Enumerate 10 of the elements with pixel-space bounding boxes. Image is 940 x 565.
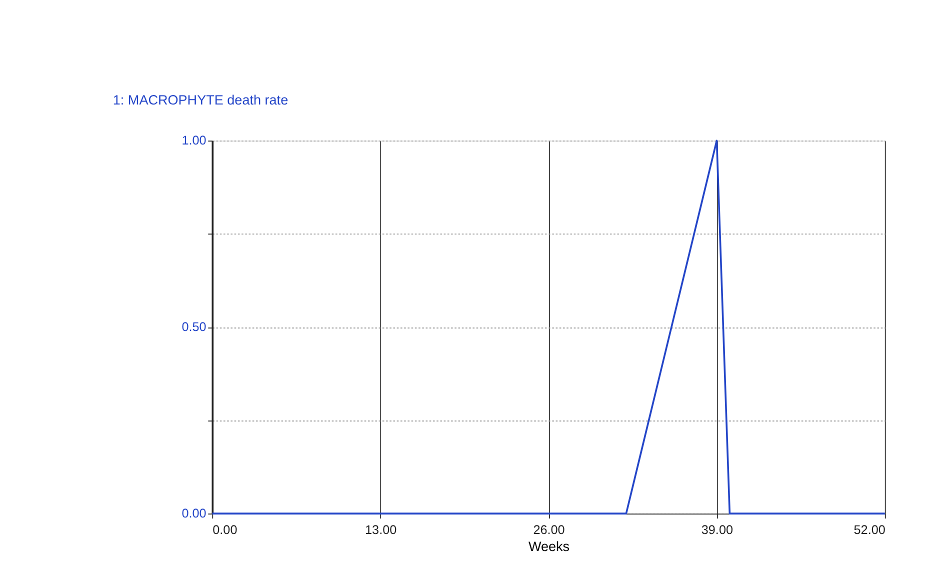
x-tick-label: 39.00 <box>701 522 733 537</box>
text: 1: MACROPHYTE death rate <box>112 92 288 108</box>
y-tick-label: 0.00 <box>182 506 206 521</box>
y-tick-label: 0.50 <box>182 320 206 334</box>
x-tick-label: 26.00 <box>533 522 565 537</box>
x-tick-label: 0.00 <box>212 522 238 537</box>
x-tick-label: 52.00 <box>854 522 886 537</box>
x-axis-title: Weeks <box>528 539 570 554</box>
y-tick-label: 1.00 <box>182 134 206 148</box>
x-tick-label: 13.00 <box>365 522 397 537</box>
